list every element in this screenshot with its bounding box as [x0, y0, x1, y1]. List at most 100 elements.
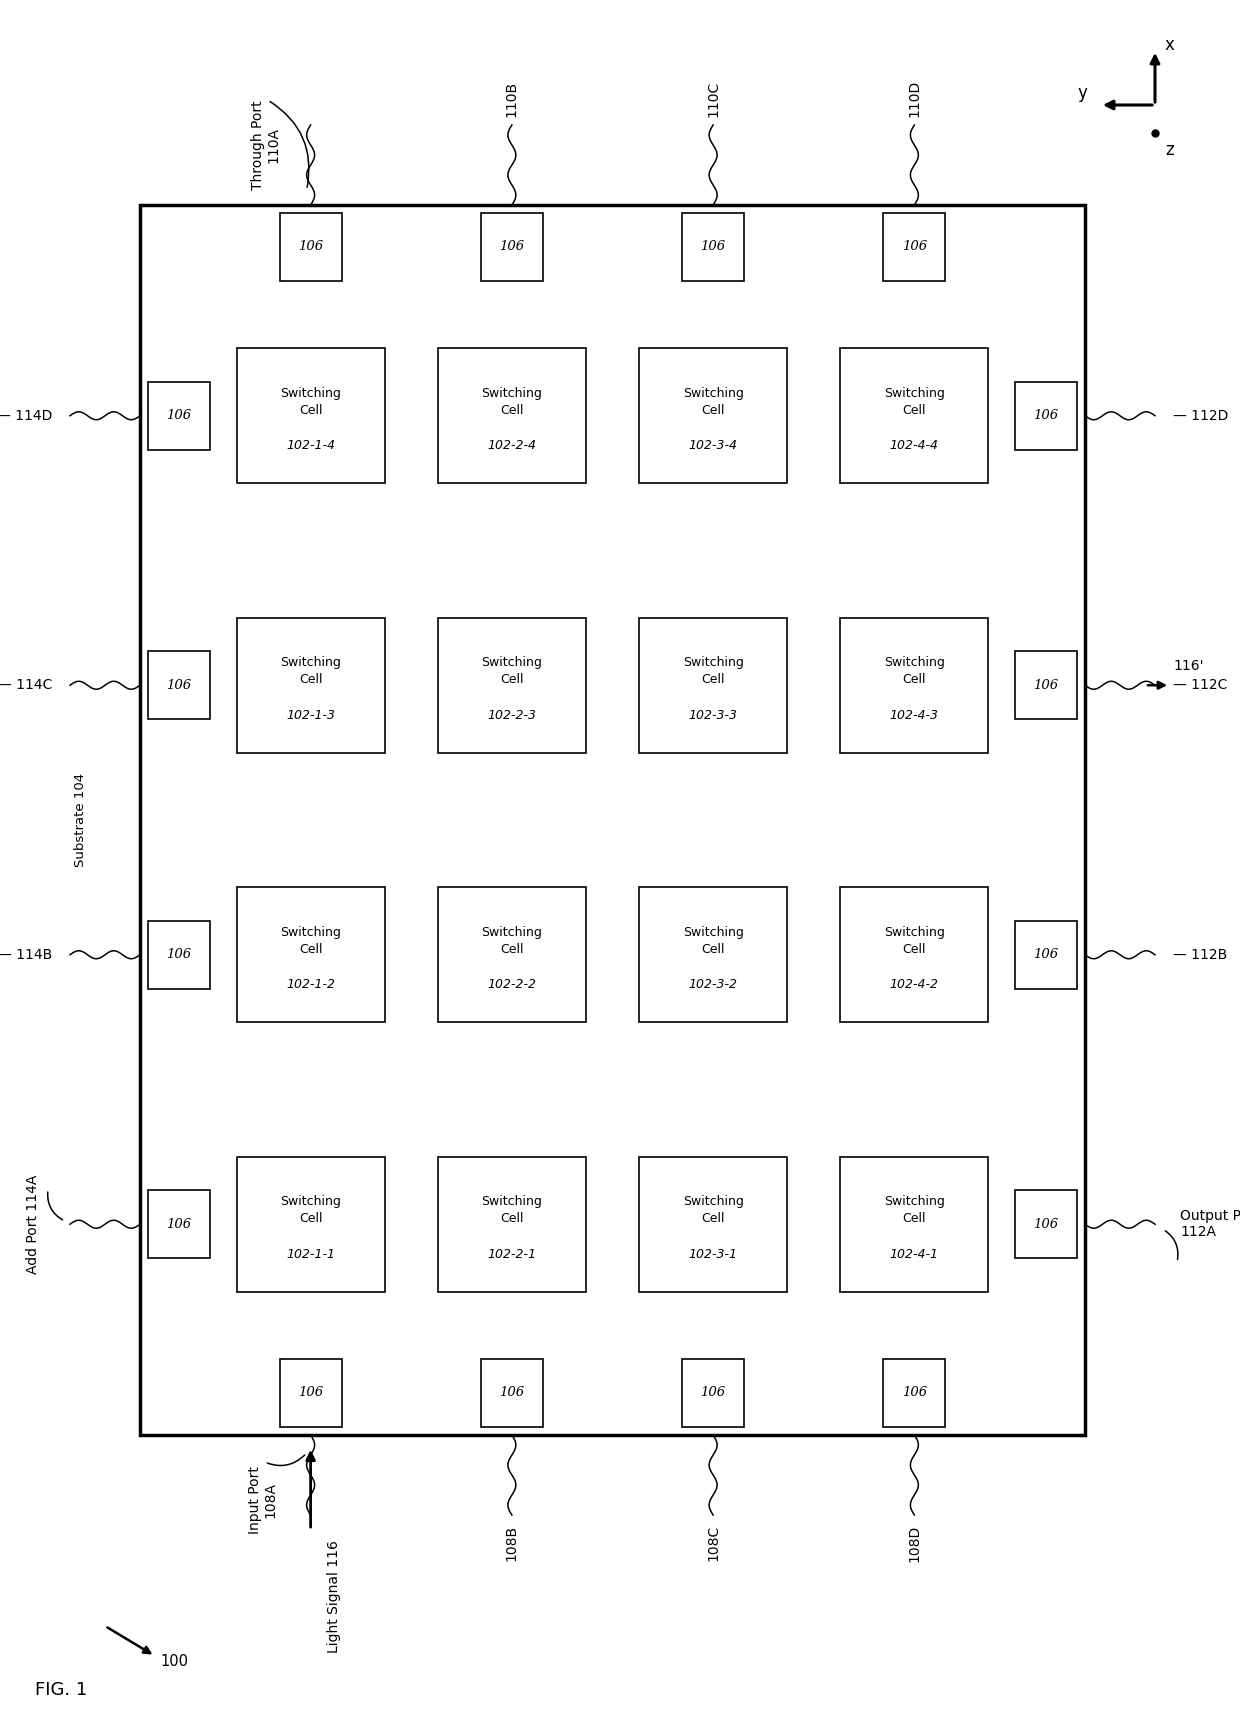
- Bar: [237, 618, 384, 753]
- Text: Switching
Cell: Switching Cell: [481, 1196, 542, 1226]
- Text: 106: 106: [166, 679, 191, 691]
- Bar: [883, 1359, 945, 1427]
- Text: 102-1-3: 102-1-3: [286, 708, 335, 722]
- Bar: [148, 651, 210, 719]
- Text: Switching
Cell: Switching Cell: [280, 925, 341, 957]
- Text: 102-3-3: 102-3-3: [688, 708, 738, 722]
- Text: 108C: 108C: [706, 1524, 720, 1561]
- Text: Switching
Cell: Switching Cell: [481, 656, 542, 686]
- Text: Switching
Cell: Switching Cell: [280, 1196, 341, 1226]
- Text: 102-4-4: 102-4-4: [890, 439, 939, 453]
- Bar: [1016, 1191, 1078, 1259]
- Bar: [841, 349, 988, 483]
- Text: 110C: 110C: [706, 82, 720, 116]
- Bar: [841, 1156, 988, 1292]
- Text: 102-2-3: 102-2-3: [487, 708, 537, 722]
- Text: 106: 106: [1033, 948, 1059, 962]
- Bar: [481, 214, 543, 281]
- Text: 102-2-1: 102-2-1: [487, 1248, 537, 1260]
- Bar: [841, 618, 988, 753]
- Text: Switching
Cell: Switching Cell: [884, 1196, 945, 1226]
- Bar: [237, 1156, 384, 1292]
- Text: Add Port 114A: Add Port 114A: [26, 1175, 40, 1274]
- Text: Input Port
108A: Input Port 108A: [248, 1467, 278, 1535]
- Text: Switching
Cell: Switching Cell: [683, 387, 744, 417]
- Text: Switching
Cell: Switching Cell: [683, 1196, 744, 1226]
- Bar: [841, 887, 988, 1023]
- Bar: [1016, 651, 1078, 719]
- Text: 106: 106: [1033, 1217, 1059, 1231]
- Text: 102-4-3: 102-4-3: [890, 708, 939, 722]
- Text: Switching
Cell: Switching Cell: [884, 387, 945, 417]
- Text: — 112B: — 112B: [1173, 948, 1228, 962]
- Text: 116': 116': [1173, 660, 1204, 674]
- Text: Switching
Cell: Switching Cell: [280, 656, 341, 686]
- Text: Switching
Cell: Switching Cell: [481, 387, 542, 417]
- Text: — 114B: — 114B: [0, 948, 52, 962]
- Bar: [1016, 382, 1078, 450]
- Bar: [639, 1156, 787, 1292]
- Bar: [237, 349, 384, 483]
- Text: Through Port
110A: Through Port 110A: [250, 101, 280, 189]
- Text: 110B: 110B: [505, 82, 518, 116]
- Bar: [148, 920, 210, 990]
- Text: 106: 106: [1033, 679, 1059, 691]
- Bar: [639, 887, 787, 1023]
- Text: 102-3-4: 102-3-4: [688, 439, 738, 453]
- Text: Output Port
112A: Output Port 112A: [1180, 1210, 1240, 1240]
- Text: 102-4-2: 102-4-2: [890, 979, 939, 991]
- Bar: [1016, 920, 1078, 990]
- Bar: [148, 382, 210, 450]
- Text: — 114C: — 114C: [0, 679, 52, 693]
- Bar: [883, 214, 945, 281]
- Bar: [438, 1156, 585, 1292]
- Text: 106: 106: [1033, 410, 1059, 422]
- Text: 102-1-4: 102-1-4: [286, 439, 335, 453]
- Text: 106: 106: [166, 948, 191, 962]
- Text: Switching
Cell: Switching Cell: [683, 656, 744, 686]
- Text: y: y: [1078, 83, 1087, 102]
- Text: 106: 106: [500, 1387, 525, 1399]
- Text: 100: 100: [160, 1653, 188, 1668]
- Text: 106: 106: [298, 1387, 324, 1399]
- Text: 106: 106: [901, 1387, 928, 1399]
- Text: 102-1-1: 102-1-1: [286, 1248, 335, 1260]
- Bar: [682, 214, 744, 281]
- Text: — 112C: — 112C: [1173, 679, 1228, 693]
- Text: 102-2-4: 102-2-4: [487, 439, 537, 453]
- Text: Switching
Cell: Switching Cell: [481, 925, 542, 957]
- Bar: [438, 349, 585, 483]
- Text: 102-1-2: 102-1-2: [286, 979, 335, 991]
- Text: 106: 106: [500, 241, 525, 253]
- Bar: [237, 887, 384, 1023]
- Text: Light Signal 116: Light Signal 116: [326, 1540, 341, 1653]
- Text: 106: 106: [166, 410, 191, 422]
- Bar: [481, 1359, 543, 1427]
- Text: 102-4-1: 102-4-1: [890, 1248, 939, 1260]
- Text: FIG. 1: FIG. 1: [35, 1680, 87, 1700]
- Text: 110D: 110D: [908, 80, 921, 116]
- Text: x: x: [1166, 36, 1174, 54]
- Text: Substrate 104: Substrate 104: [73, 773, 87, 866]
- Bar: [280, 214, 342, 281]
- Text: 106: 106: [901, 241, 928, 253]
- Text: Switching
Cell: Switching Cell: [683, 925, 744, 957]
- Bar: [438, 618, 585, 753]
- Bar: [438, 887, 585, 1023]
- Text: — 114D: — 114D: [0, 408, 52, 424]
- Text: Switching
Cell: Switching Cell: [884, 656, 945, 686]
- Text: 108D: 108D: [908, 1524, 921, 1562]
- Text: Switching
Cell: Switching Cell: [884, 925, 945, 957]
- Bar: [682, 1359, 744, 1427]
- Text: z: z: [1166, 141, 1174, 160]
- Text: 102-3-1: 102-3-1: [688, 1248, 738, 1260]
- Bar: [140, 205, 1085, 1436]
- Text: 106: 106: [166, 1217, 191, 1231]
- Text: — 112D: — 112D: [1173, 408, 1229, 424]
- Bar: [280, 1359, 342, 1427]
- Text: Switching
Cell: Switching Cell: [280, 387, 341, 417]
- Text: 102-3-2: 102-3-2: [688, 979, 738, 991]
- Text: 102-2-2: 102-2-2: [487, 979, 537, 991]
- Bar: [148, 1191, 210, 1259]
- Bar: [639, 349, 787, 483]
